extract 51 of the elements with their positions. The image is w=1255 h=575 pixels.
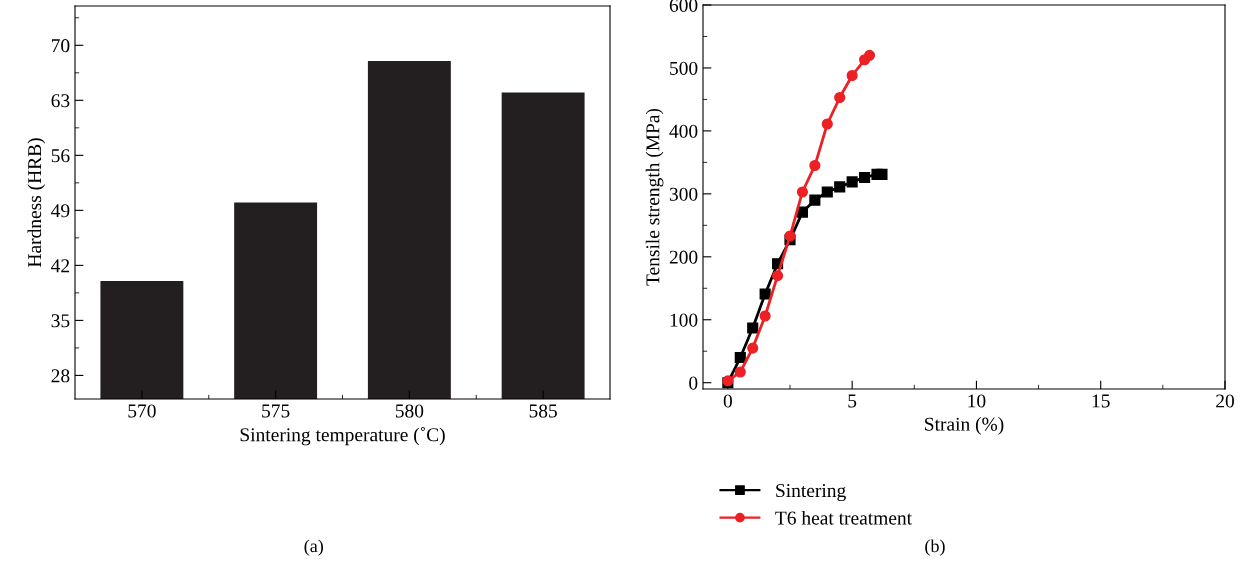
point bbox=[747, 342, 759, 354]
point bbox=[809, 194, 821, 206]
x-tick-label: 580 bbox=[395, 404, 424, 418]
point bbox=[796, 206, 808, 218]
legend-label: T6 heat treatment bbox=[775, 510, 912, 525]
y-axis-title: Tensile strength (MPa) bbox=[645, 108, 664, 286]
x-axis-title: Sintering temperature (˚C) bbox=[240, 427, 445, 446]
text: (a) bbox=[304, 539, 323, 556]
point bbox=[876, 168, 888, 180]
x-tick-label: 585 bbox=[529, 404, 557, 418]
y-tick-label: 200 bbox=[669, 250, 698, 264]
point bbox=[821, 118, 833, 130]
point bbox=[784, 230, 796, 242]
point bbox=[747, 322, 759, 334]
y-tick-label: 100 bbox=[670, 313, 698, 327]
point bbox=[796, 186, 808, 198]
x-tick-label: 575 bbox=[262, 404, 290, 418]
point bbox=[846, 176, 858, 188]
y-tick-label: 63 bbox=[51, 94, 70, 108]
point bbox=[863, 49, 876, 61]
x-tick-label: 5 bbox=[848, 394, 857, 408]
point bbox=[821, 186, 833, 198]
x-tick-label: 10 bbox=[968, 394, 986, 408]
text: (b) bbox=[925, 539, 945, 556]
y-axis-title: Hardness (HRB) bbox=[27, 138, 46, 268]
x-tick-label: 570 bbox=[128, 404, 156, 418]
point bbox=[734, 366, 746, 378]
point bbox=[759, 288, 771, 300]
point bbox=[846, 69, 858, 82]
y-tick-label: 42 bbox=[51, 259, 70, 273]
y-tick-label: 70 bbox=[51, 39, 70, 53]
y-tick-label: 400 bbox=[669, 124, 698, 138]
legend-label: Sintering bbox=[776, 484, 846, 502]
x-axis-title: Strain (%) bbox=[925, 417, 1004, 435]
point bbox=[772, 270, 784, 282]
point bbox=[834, 91, 846, 104]
x-tick-label: 15 bbox=[1092, 394, 1110, 408]
y-tick-label: 0 bbox=[689, 376, 698, 390]
point bbox=[759, 310, 771, 322]
point bbox=[809, 159, 821, 172]
y-tick-label: 56 bbox=[51, 149, 70, 163]
x-tick-label: 0 bbox=[723, 394, 732, 408]
point bbox=[859, 171, 871, 184]
y-tick-label: 500 bbox=[670, 61, 698, 75]
y-tick-label: 28 bbox=[51, 369, 70, 383]
point bbox=[734, 351, 746, 364]
point bbox=[834, 181, 846, 193]
y-tick-label: 49 bbox=[51, 204, 70, 218]
y-tick-label: 35 bbox=[51, 314, 70, 328]
y-tick-label: 300 bbox=[669, 187, 698, 201]
x-tick-label: 20 bbox=[1216, 394, 1234, 408]
